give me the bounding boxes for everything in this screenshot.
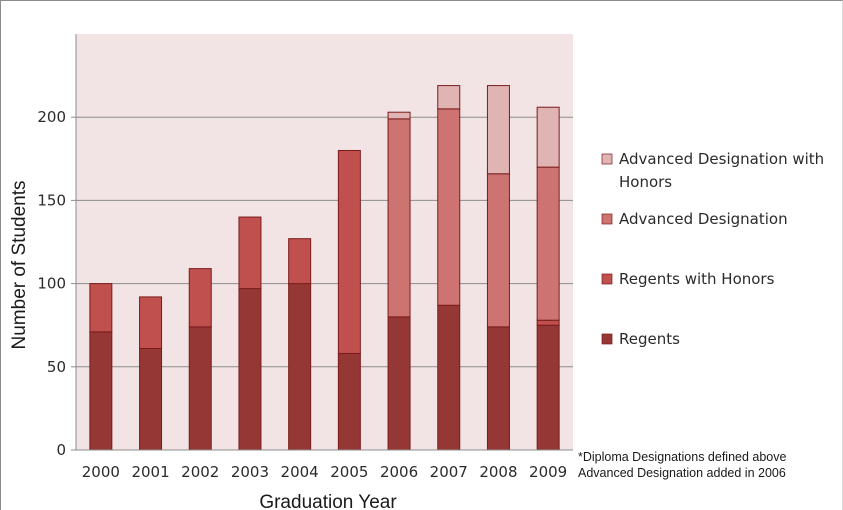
bar-segment: [89, 331, 113, 451]
x-tick-label: 2005: [330, 463, 368, 481]
bar-segment: [437, 304, 461, 451]
bar-segment: [536, 324, 560, 451]
y-axis-title: Number of Students: [9, 181, 30, 350]
bar-segment: [188, 326, 212, 451]
bar-segment: [437, 108, 461, 306]
bar-segment: [188, 268, 212, 328]
bar-segment: [536, 166, 560, 321]
legend: Advanced Designation with Honors Advanced …: [601, 150, 824, 348]
x-tick-label: 2003: [231, 463, 269, 481]
x-tick-label: 2007: [430, 463, 468, 481]
x-tick-label: 2000: [82, 463, 120, 481]
bar-segment: [387, 118, 411, 318]
y-tick-label: 150: [37, 191, 66, 209]
x-tick-label: 2008: [479, 463, 517, 481]
y-tick-label: 100: [37, 275, 66, 293]
axes: 0 50 100 150 200 2000 2001 2002 2003 2004 2005 2006…: [37, 34, 573, 481]
legend-label: Advanced Designation: [619, 210, 788, 228]
legend-label: Regents: [619, 330, 680, 348]
bar-segment: [486, 326, 510, 451]
bar-segment: [486, 85, 510, 175]
bar-segment: [387, 316, 411, 451]
bar-segment: [337, 352, 361, 451]
bar-segment: [139, 296, 163, 349]
y-tick-label: 50: [47, 358, 66, 376]
footnote-line-1: *Diploma Designations defined above: [578, 450, 787, 464]
x-axis-title: Graduation Year: [259, 492, 397, 510]
x-tick-label: 2001: [131, 463, 169, 481]
bar-segment: [238, 216, 262, 290]
bar-segment: [288, 283, 312, 451]
x-tick-label: 2006: [380, 463, 418, 481]
legend-label: Honors: [619, 173, 672, 191]
legend-label: Advanced Designation with: [619, 150, 824, 168]
bar-segment: [437, 85, 461, 110]
legend-label: Regents with Honors: [619, 270, 775, 288]
x-tick-label: 2009: [529, 463, 567, 481]
bar-segment: [536, 319, 560, 326]
legend-swatch: [601, 153, 613, 165]
bar-segment: [238, 288, 262, 451]
bar-segment: [337, 149, 361, 354]
y-tick-label: 200: [37, 108, 66, 126]
legend-swatch: [601, 213, 613, 225]
x-tick-label: 2002: [181, 463, 219, 481]
legend-swatch: [601, 333, 613, 345]
bar-segment: [89, 283, 113, 333]
legend-swatch: [601, 273, 613, 285]
bar-segment: [486, 173, 510, 328]
bar-segment: [139, 347, 163, 451]
bar-segment: [387, 111, 411, 120]
footnote-line-2: Advanced Designation added in 2006: [578, 466, 786, 480]
y-tick-label: 0: [56, 441, 66, 459]
bar-segment: [536, 106, 560, 168]
x-tick-label: 2004: [281, 463, 319, 481]
bar-segment: [288, 238, 312, 285]
